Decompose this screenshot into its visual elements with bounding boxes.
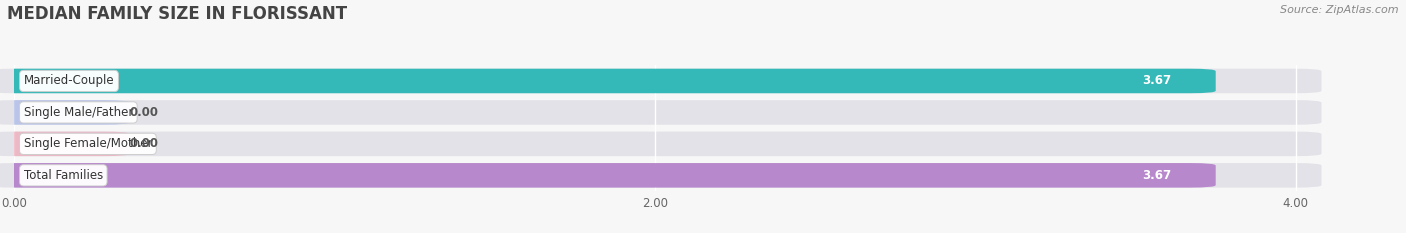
Text: Single Male/Father: Single Male/Father — [24, 106, 134, 119]
FancyBboxPatch shape — [0, 163, 1322, 188]
Text: Total Families: Total Families — [24, 169, 103, 182]
Text: 0.00: 0.00 — [129, 106, 159, 119]
FancyBboxPatch shape — [0, 163, 1216, 188]
FancyBboxPatch shape — [0, 69, 1322, 93]
Text: Single Female/Mother: Single Female/Mother — [24, 137, 152, 150]
Text: MEDIAN FAMILY SIZE IN FLORISSANT: MEDIAN FAMILY SIZE IN FLORISSANT — [7, 5, 347, 23]
FancyBboxPatch shape — [0, 100, 1322, 125]
FancyBboxPatch shape — [0, 132, 129, 156]
Text: 3.67: 3.67 — [1142, 75, 1171, 87]
Text: 3.67: 3.67 — [1142, 169, 1171, 182]
Text: Source: ZipAtlas.com: Source: ZipAtlas.com — [1281, 5, 1399, 15]
FancyBboxPatch shape — [0, 100, 129, 125]
FancyBboxPatch shape — [0, 69, 1216, 93]
Text: Married-Couple: Married-Couple — [24, 75, 114, 87]
Text: 0.00: 0.00 — [129, 137, 159, 150]
FancyBboxPatch shape — [0, 132, 1322, 156]
